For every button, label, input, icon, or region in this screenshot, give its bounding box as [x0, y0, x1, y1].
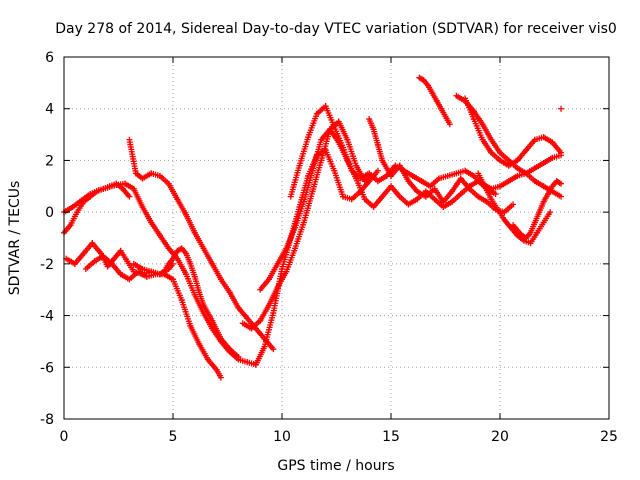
plot-frame	[63, 56, 610, 420]
data-point	[558, 180, 565, 187]
grid-lines	[64, 57, 609, 419]
series-sat-b	[61, 180, 133, 236]
data-point	[270, 346, 277, 353]
data-point	[374, 167, 381, 174]
x-tick-label: 0	[60, 429, 69, 445]
y-tick-label: -6	[40, 360, 54, 376]
data-point	[446, 121, 453, 128]
series-sat-n	[462, 95, 565, 169]
y-tick-label: 0	[45, 205, 54, 221]
x-tick-label: 5	[169, 429, 178, 445]
series-sat-k	[366, 116, 517, 216]
y-axis-label: SDTVAR / TECUs	[7, 181, 23, 296]
data-point	[558, 193, 565, 200]
series-sat-p	[510, 178, 565, 241]
series-sat-g	[239, 118, 377, 332]
y-tick-label: -2	[40, 257, 54, 273]
data-point	[558, 105, 565, 112]
chart-title: Day 278 of 2014, Sidereal Day-to-day VTE…	[55, 21, 617, 37]
series-sat-q	[558, 105, 565, 112]
data-point	[547, 209, 554, 216]
series-sat-o	[475, 170, 554, 247]
series-sat-f	[130, 245, 242, 360]
data-point	[558, 149, 565, 156]
x-tick-label: 20	[491, 429, 509, 445]
series-sat-d	[82, 253, 224, 381]
series-sat-l	[416, 74, 453, 128]
data-point	[126, 193, 133, 200]
data-marks	[61, 74, 565, 381]
data-point	[510, 201, 517, 208]
x-tick-label: 10	[273, 429, 291, 445]
data-point	[492, 191, 499, 198]
y-tick-label: 6	[45, 50, 54, 66]
axis-ticks: 0 5 10 15 20 25 -8 -6 -4 -2 0 2 4 6	[40, 50, 618, 445]
y-tick-label: 4	[45, 102, 54, 118]
y-tick-label: 2	[45, 153, 54, 169]
data-point	[235, 353, 242, 360]
y-tick-label: -8	[40, 412, 54, 428]
y-tick-label: -4	[40, 309, 54, 325]
x-axis-label: GPS time / hours	[277, 458, 394, 474]
data-point	[217, 374, 224, 381]
series-sat-e	[126, 136, 277, 353]
x-tick-label: 15	[382, 429, 400, 445]
x-tick-label: 25	[600, 429, 618, 445]
